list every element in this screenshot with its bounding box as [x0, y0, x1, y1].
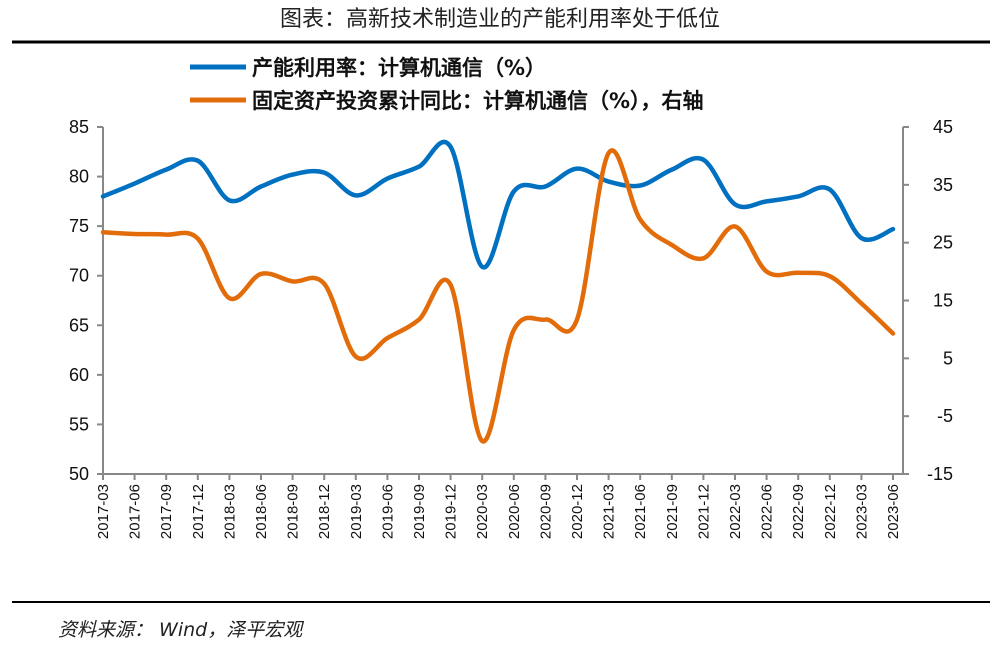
x-tick-label: 2017-06	[127, 484, 144, 539]
y-left-tick-label: 65	[69, 315, 89, 335]
y-left-tick-label: 60	[69, 365, 89, 385]
x-tick-label: 2021-06	[632, 484, 649, 539]
y-right-tick-label: 5	[943, 348, 953, 368]
x-tick-label: 2019-12	[443, 484, 460, 539]
x-tick-label: 2020-12	[569, 484, 586, 539]
y-left-tick-label: 55	[69, 414, 89, 434]
y-left-tick-label: 80	[69, 167, 89, 187]
x-tick-label: 2020-06	[506, 484, 523, 539]
x-tick-label: 2019-06	[379, 484, 396, 539]
y-left-tick-label: 85	[69, 117, 89, 137]
axes: 85 80 75 70 65 60 55 50 45 35 25 15 5 -5 -15 2017-03 201…	[69, 117, 953, 539]
x-tick-label: 2017-09	[158, 484, 175, 539]
y-right-tick-label: 25	[933, 233, 953, 253]
legend: 产能利用率：计算机通信（%） 固定资产投资累计同比：计算机通信（%），右轴	[190, 56, 704, 113]
x-tick-label: 2021-09	[664, 484, 681, 539]
y-right-tick-label: 45	[933, 117, 953, 137]
y-right-tick-label: 35	[933, 175, 953, 195]
legend-label-investment: 固定资产投资累计同比：计算机通信（%），右轴	[252, 89, 704, 113]
x-tick-label: 2018-12	[316, 484, 333, 539]
series-line-1	[100, 148, 896, 444]
x-tick-label: 2022-03	[727, 484, 744, 539]
x-tick-label: 2023-06	[885, 484, 902, 539]
x-tick-label: 2022-06	[759, 484, 776, 539]
chart-title: 图表：高新技术制造业的产能利用率处于低位	[280, 7, 720, 32]
y-left-tick-label: 70	[69, 266, 89, 286]
x-tick-label: 2019-09	[411, 484, 428, 539]
x-tick-label: 2022-12	[822, 484, 839, 539]
y-right-tick-label: -15	[927, 464, 953, 484]
x-tick-label: 2017-12	[190, 484, 207, 539]
x-tick-label: 2018-06	[253, 484, 270, 539]
series-lines	[100, 139, 896, 444]
x-tick-label: 2022-09	[790, 484, 807, 539]
x-tick-label: 2021-12	[695, 484, 712, 539]
x-tick-label: 2017-03	[95, 484, 112, 539]
y-left-tick-label: 75	[69, 216, 89, 236]
x-tick-label: 2020-03	[474, 484, 491, 539]
y-right-tick-label: 15	[933, 291, 953, 311]
x-tick-label: 2023-03	[853, 484, 870, 539]
legend-label-capacity: 产能利用率：计算机通信（%）	[252, 56, 546, 80]
y-left-tick-label: 50	[69, 464, 89, 484]
y-right-tick-label: -5	[937, 406, 953, 426]
x-tick-label: 2019-03	[348, 484, 365, 539]
x-tick-label: 2020-09	[537, 484, 554, 539]
x-tick-label: 2018-03	[221, 484, 238, 539]
x-tick-label: 2018-09	[285, 484, 302, 539]
x-tick-label: 2021-03	[601, 484, 618, 539]
source-note: 资料来源： Wind，泽平宏观	[58, 619, 304, 641]
series-line-0	[100, 139, 896, 270]
